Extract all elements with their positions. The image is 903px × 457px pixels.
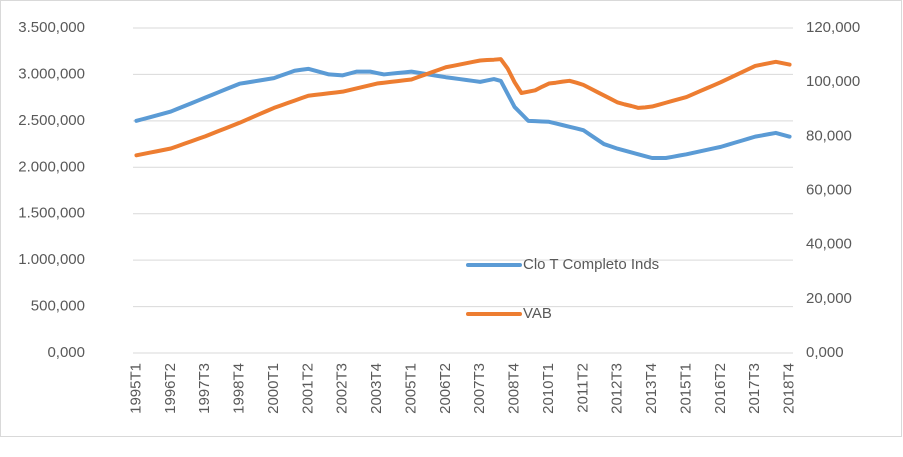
y2-tick-label: 40,000 — [806, 236, 852, 253]
legend-label: Clo T Completo Inds — [523, 256, 659, 273]
x-tick-label: 2005T1 — [402, 363, 419, 414]
series-line — [134, 57, 792, 158]
y2-tick-label: 60,000 — [806, 181, 852, 198]
y-tick-label: 1.500,000 — [18, 205, 85, 222]
y-tick-label: 0,000 — [47, 344, 85, 361]
x-tick-label: 2006T2 — [437, 363, 454, 414]
x-tick-label: 2018T4 — [781, 363, 798, 414]
x-tick-label: 1996T2 — [162, 363, 179, 414]
x-tick-label: 2017T3 — [746, 363, 763, 414]
y2-tick-label: 120,000 — [806, 19, 860, 36]
x-tick-label: 2007T3 — [471, 363, 488, 414]
x-tick-label: 2001T2 — [299, 363, 316, 414]
y-tick-label: 2.000,000 — [18, 158, 85, 175]
y2-tick-label: 20,000 — [806, 290, 852, 307]
y-tick-label: 500,000 — [31, 298, 85, 315]
x-tick-label: 1997T3 — [196, 363, 213, 414]
y2-tick-label: 100,000 — [806, 73, 860, 90]
x-tick-label: 2013T4 — [643, 363, 660, 414]
x-tick-label: 2002T3 — [334, 363, 351, 414]
x-tick-label: 2000T1 — [265, 363, 282, 414]
y-tick-label: 3.000,000 — [18, 65, 85, 82]
legend-label: VAB — [523, 305, 552, 322]
y-tick-label: 2.500,000 — [18, 112, 85, 129]
y2-tick-label: 0,000 — [806, 344, 844, 361]
chart-frame — [0, 0, 902, 437]
x-tick-label: 2015T1 — [677, 363, 694, 414]
y-tick-label: 3.500,000 — [18, 19, 85, 36]
x-tick-label: 2010T1 — [540, 363, 557, 414]
x-tick-label: 1998T4 — [231, 363, 248, 414]
series-line — [134, 66, 792, 160]
x-tick-label: 2012T3 — [609, 363, 626, 414]
y-tick-label: 1.000,000 — [18, 251, 85, 268]
y2-tick-label: 80,000 — [806, 127, 852, 144]
x-tick-label: 1995T1 — [127, 363, 144, 414]
x-tick-label: 2016T2 — [712, 363, 729, 414]
x-tick-label: 2011T2 — [574, 363, 591, 413]
x-tick-label: 2003T4 — [368, 363, 385, 414]
x-tick-label: 2008T4 — [506, 363, 523, 414]
